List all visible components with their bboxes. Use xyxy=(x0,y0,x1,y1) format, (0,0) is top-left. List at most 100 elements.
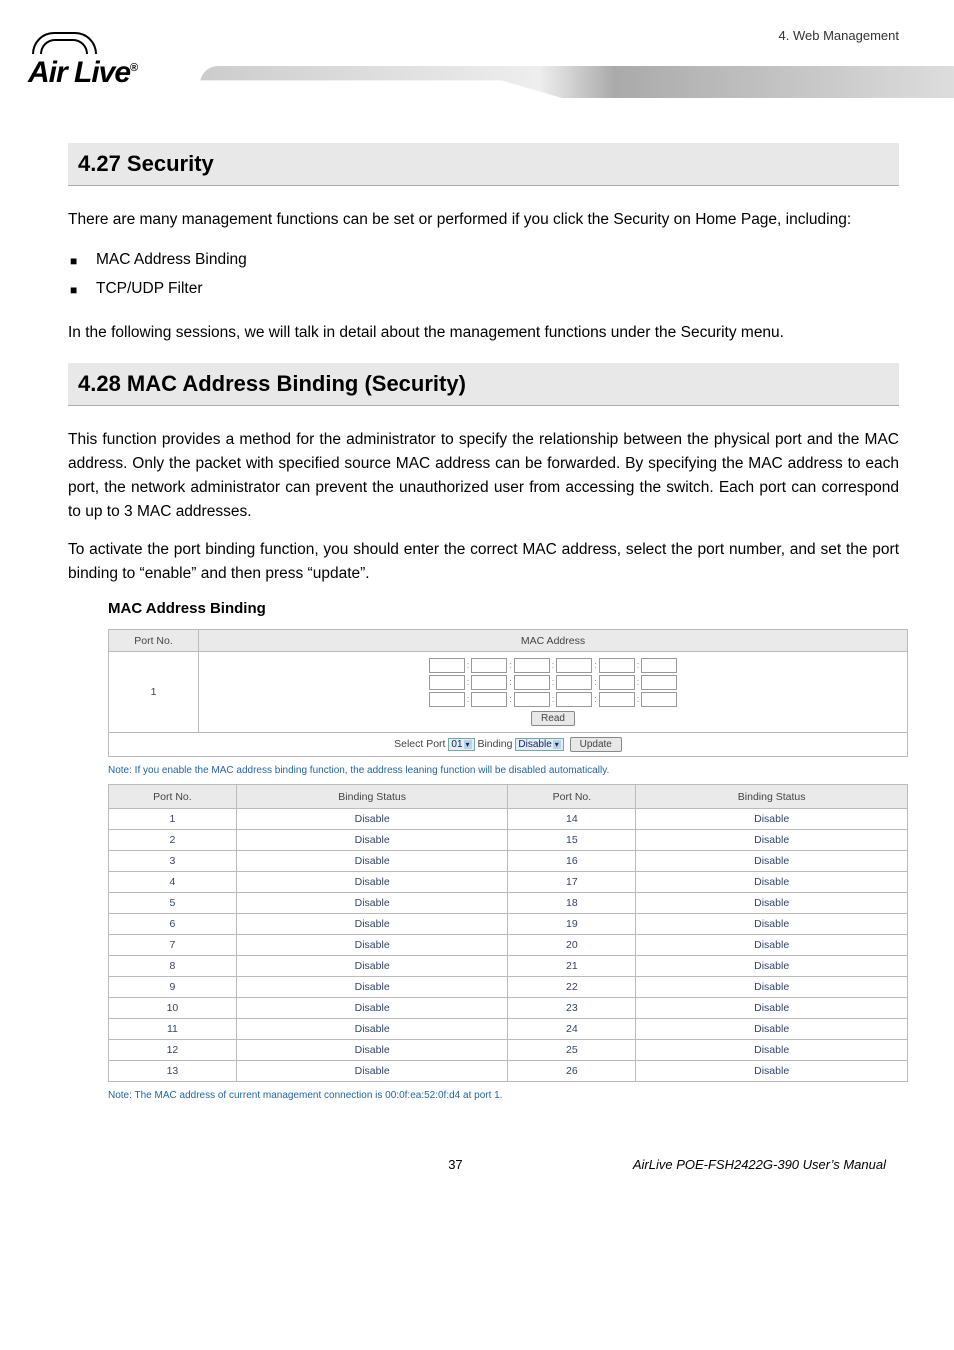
mac-field[interactable] xyxy=(514,675,550,690)
port-cell: 18 xyxy=(508,893,636,914)
port-cell: 13 xyxy=(109,1061,237,1082)
mac-field[interactable] xyxy=(471,658,507,673)
manual-title: AirLive POE-FSH2422G-390 User’s Manual xyxy=(633,1157,886,1172)
table-row: 6Disable19Disable xyxy=(109,914,908,935)
mac-field[interactable] xyxy=(429,658,465,673)
port-cell: 21 xyxy=(508,956,636,977)
status-cell: Disable xyxy=(236,1019,508,1040)
mac-field[interactable] xyxy=(514,658,550,673)
security-bullet-list: MAC Address Binding TCP/UDP Filter xyxy=(68,246,899,303)
security-outro: In the following sessions, we will talk … xyxy=(68,321,899,345)
table-row: 9Disable22Disable xyxy=(109,977,908,998)
mac-field[interactable] xyxy=(429,675,465,690)
bullet-mac-binding: MAC Address Binding xyxy=(68,246,899,275)
status-col-port1: Port No. xyxy=(109,785,237,809)
status-cell: Disable xyxy=(236,956,508,977)
status-cell: Disable xyxy=(236,1061,508,1082)
mac-field[interactable] xyxy=(599,692,635,707)
port-cell: 6 xyxy=(109,914,237,935)
port-cell: 22 xyxy=(508,977,636,998)
col-port-no: Port No. xyxy=(109,630,199,652)
status-cell: Disable xyxy=(636,1040,908,1061)
port-cell: 15 xyxy=(508,830,636,851)
status-cell: Disable xyxy=(636,1019,908,1040)
port-value: 1 xyxy=(109,652,199,733)
binding-status-table: Port No. Binding Status Port No. Binding… xyxy=(108,784,908,1082)
status-cell: Disable xyxy=(636,893,908,914)
read-button[interactable]: Read xyxy=(531,711,575,726)
port-cell: 9 xyxy=(109,977,237,998)
table-row: 3Disable16Disable xyxy=(109,851,908,872)
table-row: 10Disable23Disable xyxy=(109,998,908,1019)
port-cell: 26 xyxy=(508,1061,636,1082)
port-cell: 24 xyxy=(508,1019,636,1040)
mac-field[interactable] xyxy=(599,675,635,690)
mac-field[interactable] xyxy=(429,692,465,707)
select-port-dropdown[interactable]: 01▾ xyxy=(448,738,474,751)
status-cell: Disable xyxy=(636,1061,908,1082)
table-row: 8Disable21Disable xyxy=(109,956,908,977)
mac-input-cell: ::::: ::::: ::::: Read xyxy=(199,652,908,733)
mac-field[interactable] xyxy=(556,675,592,690)
mac-field[interactable] xyxy=(641,692,677,707)
section-heading-mac-binding: 4.28 MAC Address Binding (Security) xyxy=(68,363,899,406)
mac-field[interactable] xyxy=(471,675,507,690)
table-row: 13Disable26Disable xyxy=(109,1061,908,1082)
mac-field[interactable] xyxy=(641,658,677,673)
port-cell: 10 xyxy=(109,998,237,1019)
port-cell: 20 xyxy=(508,935,636,956)
port-cell: 3 xyxy=(109,851,237,872)
port-cell: 16 xyxy=(508,851,636,872)
table-row: 11Disable24Disable xyxy=(109,1019,908,1040)
note-current-mac: Note: The MAC address of current managem… xyxy=(108,1090,899,1101)
logo-text: Air Live® xyxy=(28,56,137,90)
mac-field[interactable] xyxy=(641,675,677,690)
status-cell: Disable xyxy=(636,998,908,1019)
status-cell: Disable xyxy=(236,1040,508,1061)
chevron-down-icon: ▾ xyxy=(553,740,561,749)
read-button-wrap: Read xyxy=(199,711,907,726)
status-cell: Disable xyxy=(236,893,508,914)
mac-field[interactable] xyxy=(514,692,550,707)
port-cell: 5 xyxy=(109,893,237,914)
update-button[interactable]: Update xyxy=(570,737,622,752)
port-cell: 17 xyxy=(508,872,636,893)
status-cell: Disable xyxy=(636,956,908,977)
port-cell: 12 xyxy=(109,1040,237,1061)
logo-arc-inner-icon xyxy=(40,39,88,54)
status-cell: Disable xyxy=(236,830,508,851)
status-cell: Disable xyxy=(236,851,508,872)
page-number: 37 xyxy=(448,1157,462,1172)
chapter-label: 4. Web Management xyxy=(779,28,899,43)
status-cell: Disable xyxy=(636,851,908,872)
mac-input-row-2: ::::: xyxy=(199,675,907,690)
port-cell: 8 xyxy=(109,956,237,977)
port-cell: 2 xyxy=(109,830,237,851)
mac-field[interactable] xyxy=(471,692,507,707)
status-cell: Disable xyxy=(236,935,508,956)
mac-field[interactable] xyxy=(556,692,592,707)
status-cell: Disable xyxy=(636,914,908,935)
status-cell: Disable xyxy=(636,830,908,851)
header-stripe-graphic xyxy=(200,66,954,98)
col-mac-address: MAC Address xyxy=(199,630,908,652)
status-cell: Disable xyxy=(636,872,908,893)
status-cell: Disable xyxy=(236,914,508,935)
security-intro: There are many management functions can … xyxy=(68,208,899,232)
status-cell: Disable xyxy=(236,998,508,1019)
bullet-tcpudp-filter: TCP/UDP Filter xyxy=(68,275,899,304)
port-cell: 7 xyxy=(109,935,237,956)
port-cell: 1 xyxy=(109,809,237,830)
note-automatic-disable: Note: If you enable the MAC address bind… xyxy=(108,765,899,776)
mac-binding-para2: To activate the port binding function, y… xyxy=(68,538,899,586)
page-header: 4. Web Management Air Live® xyxy=(0,0,954,125)
mac-field[interactable] xyxy=(599,658,635,673)
port-cell: 23 xyxy=(508,998,636,1019)
binding-dropdown[interactable]: Disable▾ xyxy=(515,738,563,751)
mac-field[interactable] xyxy=(556,658,592,673)
port-cell: 25 xyxy=(508,1040,636,1061)
table-row: 1Disable14Disable xyxy=(109,809,908,830)
mac-input-table: Port No. MAC Address 1 ::::: ::::: :::::… xyxy=(108,629,908,757)
table-row: 12Disable25Disable xyxy=(109,1040,908,1061)
chevron-down-icon: ▾ xyxy=(464,740,472,749)
